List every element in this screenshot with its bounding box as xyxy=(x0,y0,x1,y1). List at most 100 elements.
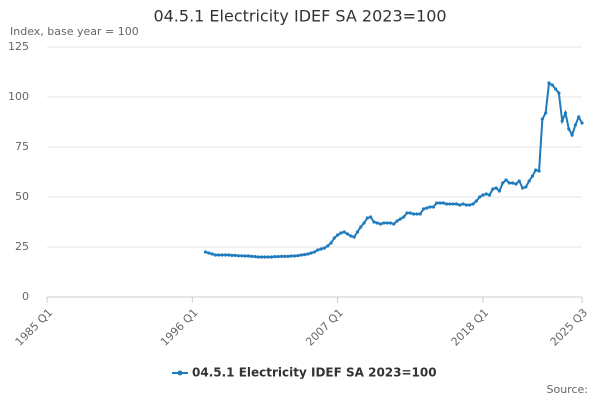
point xyxy=(349,234,353,238)
x-tick-label: 2007 Q1 xyxy=(303,306,346,349)
point xyxy=(553,87,558,91)
point xyxy=(501,181,505,185)
point xyxy=(431,205,435,209)
point xyxy=(372,220,376,224)
point xyxy=(276,255,280,259)
point xyxy=(402,215,406,219)
point xyxy=(514,182,518,186)
point xyxy=(405,211,409,215)
x-tick-label: 1996 Q1 xyxy=(158,306,201,349)
point xyxy=(266,255,270,259)
point xyxy=(240,254,244,258)
point xyxy=(441,201,445,205)
point xyxy=(246,254,251,258)
point xyxy=(547,81,551,85)
point xyxy=(362,221,366,225)
point xyxy=(263,255,267,259)
point xyxy=(339,231,343,235)
point xyxy=(365,216,369,220)
point xyxy=(279,254,284,258)
y-tick-label: 75 xyxy=(15,140,29,153)
point xyxy=(322,246,327,250)
y-tick-label: 25 xyxy=(15,240,29,253)
point xyxy=(557,91,561,95)
point xyxy=(286,254,290,258)
point xyxy=(491,187,495,191)
point xyxy=(425,206,429,210)
point xyxy=(283,254,287,258)
point xyxy=(293,254,297,258)
point xyxy=(236,254,241,258)
point xyxy=(451,202,455,206)
point xyxy=(540,117,544,121)
point xyxy=(504,178,508,182)
point xyxy=(471,202,475,206)
x-tick-label: 1985 Q1 xyxy=(13,306,56,349)
point xyxy=(461,202,465,206)
point xyxy=(580,121,584,125)
point xyxy=(398,217,402,221)
point xyxy=(296,254,300,258)
point xyxy=(203,250,208,254)
point xyxy=(250,254,254,258)
point xyxy=(421,207,426,211)
chart-title: 04.5.1 Electricity IDEF SA 2023=100 xyxy=(153,7,446,26)
point xyxy=(577,115,581,119)
point xyxy=(306,252,310,256)
point xyxy=(464,203,469,207)
point xyxy=(359,225,363,229)
point xyxy=(369,215,373,219)
point xyxy=(336,233,340,237)
point xyxy=(256,255,260,259)
point xyxy=(487,193,492,197)
point xyxy=(392,222,396,226)
point xyxy=(230,253,234,257)
point xyxy=(213,253,218,257)
point xyxy=(243,254,247,258)
point xyxy=(478,195,482,199)
point xyxy=(438,201,442,205)
point xyxy=(428,205,432,209)
x-tick-label: 2025 Q3 xyxy=(548,306,591,349)
point xyxy=(573,123,577,127)
point xyxy=(511,181,515,185)
point xyxy=(299,253,303,257)
point xyxy=(448,202,452,206)
y-axis-label: Index, base year = 100 xyxy=(10,25,139,38)
point xyxy=(345,232,350,236)
point xyxy=(418,212,422,216)
point xyxy=(289,254,293,258)
point xyxy=(217,253,221,257)
y-tick-label: 0 xyxy=(22,290,29,303)
point xyxy=(332,236,336,240)
point xyxy=(484,192,488,196)
point xyxy=(494,186,498,190)
point xyxy=(253,255,257,259)
legend-label: 04.5.1 Electricity IDEF SA 2023=100 xyxy=(192,366,437,380)
point xyxy=(520,186,525,190)
point xyxy=(309,251,313,255)
point xyxy=(220,253,224,257)
point xyxy=(534,168,538,172)
point xyxy=(342,230,346,234)
point xyxy=(468,203,472,207)
point xyxy=(375,221,379,225)
point xyxy=(382,221,386,225)
point xyxy=(444,202,449,206)
point xyxy=(269,255,274,259)
point xyxy=(408,211,412,215)
x-tick-label: 2018 Q1 xyxy=(449,306,492,349)
point xyxy=(481,193,485,197)
y-tick-label: 100 xyxy=(8,90,29,103)
point xyxy=(207,251,211,255)
point xyxy=(458,203,462,207)
point xyxy=(544,111,548,115)
source: Source: xyxy=(547,383,589,396)
point xyxy=(312,250,317,254)
series-line xyxy=(205,81,583,258)
point xyxy=(415,212,419,216)
point xyxy=(497,189,502,193)
point xyxy=(210,252,214,256)
point xyxy=(567,127,571,131)
